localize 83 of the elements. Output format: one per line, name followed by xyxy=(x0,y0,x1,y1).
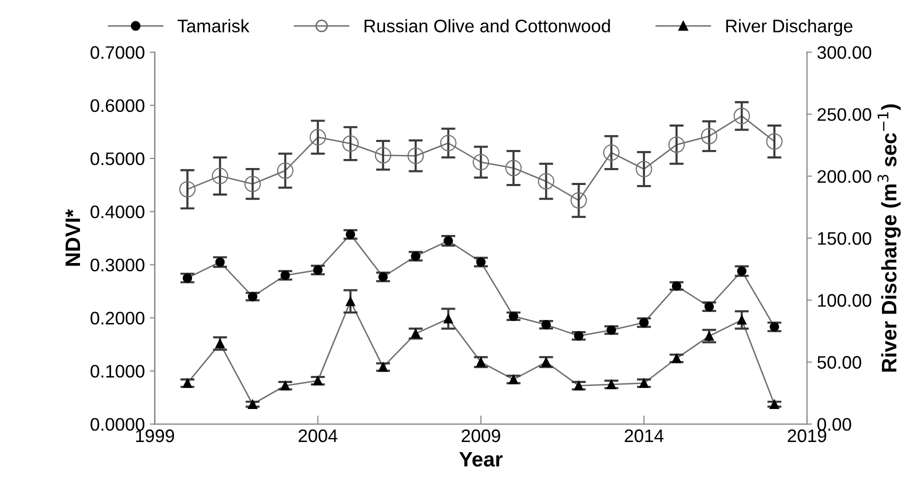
point xyxy=(574,331,584,341)
point xyxy=(378,272,388,282)
point xyxy=(574,380,584,390)
point xyxy=(407,148,424,164)
point xyxy=(410,251,420,261)
point xyxy=(215,257,225,267)
point xyxy=(215,338,225,348)
point xyxy=(505,160,522,176)
point xyxy=(606,380,616,390)
point xyxy=(636,160,652,178)
legend-label: Tamarisk xyxy=(178,19,250,32)
point xyxy=(734,108,750,124)
point xyxy=(541,320,551,330)
y-tick-label: 0.2000 xyxy=(90,312,144,325)
point xyxy=(374,147,392,164)
point xyxy=(672,281,682,291)
legend-label: River Discharge xyxy=(726,19,852,36)
point xyxy=(606,325,616,335)
point xyxy=(672,354,682,364)
y2-tick-label: 150.00 xyxy=(818,232,872,245)
y2-tick-label: 50.00 xyxy=(817,356,862,369)
point xyxy=(508,312,518,321)
point xyxy=(476,357,486,367)
point xyxy=(538,173,554,190)
point xyxy=(346,296,356,306)
point xyxy=(342,135,359,152)
point xyxy=(704,302,714,312)
point xyxy=(766,133,783,150)
point xyxy=(476,257,486,267)
point xyxy=(603,144,620,161)
point xyxy=(280,270,290,280)
point xyxy=(378,362,388,372)
point xyxy=(410,328,420,338)
point xyxy=(770,400,780,409)
x-axis-title: Year xyxy=(459,452,503,467)
y-tick-label: 0.4000 xyxy=(90,206,144,218)
point xyxy=(444,236,454,246)
y-tick-label: 0.3000 xyxy=(90,258,144,272)
y2-tick-label: 0.00 xyxy=(817,418,852,431)
y2-tick-label: 100.00 xyxy=(818,294,872,307)
x-tick-label: 2014 xyxy=(624,429,664,442)
x-tick-label: 2004 xyxy=(298,429,338,442)
x-tick-label: 2009 xyxy=(462,429,500,442)
y-tick-label: 0.7000 xyxy=(90,46,144,59)
point xyxy=(179,181,196,198)
point xyxy=(212,168,228,184)
point xyxy=(248,292,258,302)
y-tick-label: 0.5000 xyxy=(90,152,144,166)
point xyxy=(244,176,261,192)
y2-axis-title: River Discharge (m$^{3}$ sec$^{−1}$) xyxy=(877,104,901,372)
x-tick-label: 2019 xyxy=(788,429,826,442)
point xyxy=(508,374,518,384)
point xyxy=(248,400,258,409)
point xyxy=(541,357,551,367)
point xyxy=(472,154,490,170)
point xyxy=(182,273,192,283)
point xyxy=(444,314,454,324)
point xyxy=(639,378,649,388)
point xyxy=(639,318,649,328)
y2-tick-label: 200.00 xyxy=(818,170,872,183)
point xyxy=(313,265,323,275)
point xyxy=(700,128,718,144)
point xyxy=(310,129,326,146)
point xyxy=(737,266,746,276)
y-tick-label: 0.1000 xyxy=(90,364,144,378)
y2-tick-label: 250.00 xyxy=(818,108,872,121)
y-axis-title: NDVI* xyxy=(66,209,80,266)
point xyxy=(277,162,294,179)
point xyxy=(668,136,685,153)
point xyxy=(770,322,780,332)
y2-tick-label: 300.00 xyxy=(817,46,872,59)
x-tick-label: 1999 xyxy=(136,429,174,442)
point xyxy=(313,376,323,386)
point xyxy=(440,134,456,152)
legend-label: Russian Olive and Cottonwood xyxy=(364,19,610,32)
point xyxy=(346,230,356,240)
point xyxy=(182,378,192,388)
point xyxy=(280,380,290,390)
point xyxy=(737,315,746,325)
point xyxy=(570,192,587,209)
y-tick-label: 0.0000 xyxy=(90,418,144,431)
y-tick-label: 0.6000 xyxy=(90,99,144,112)
point xyxy=(704,331,714,341)
